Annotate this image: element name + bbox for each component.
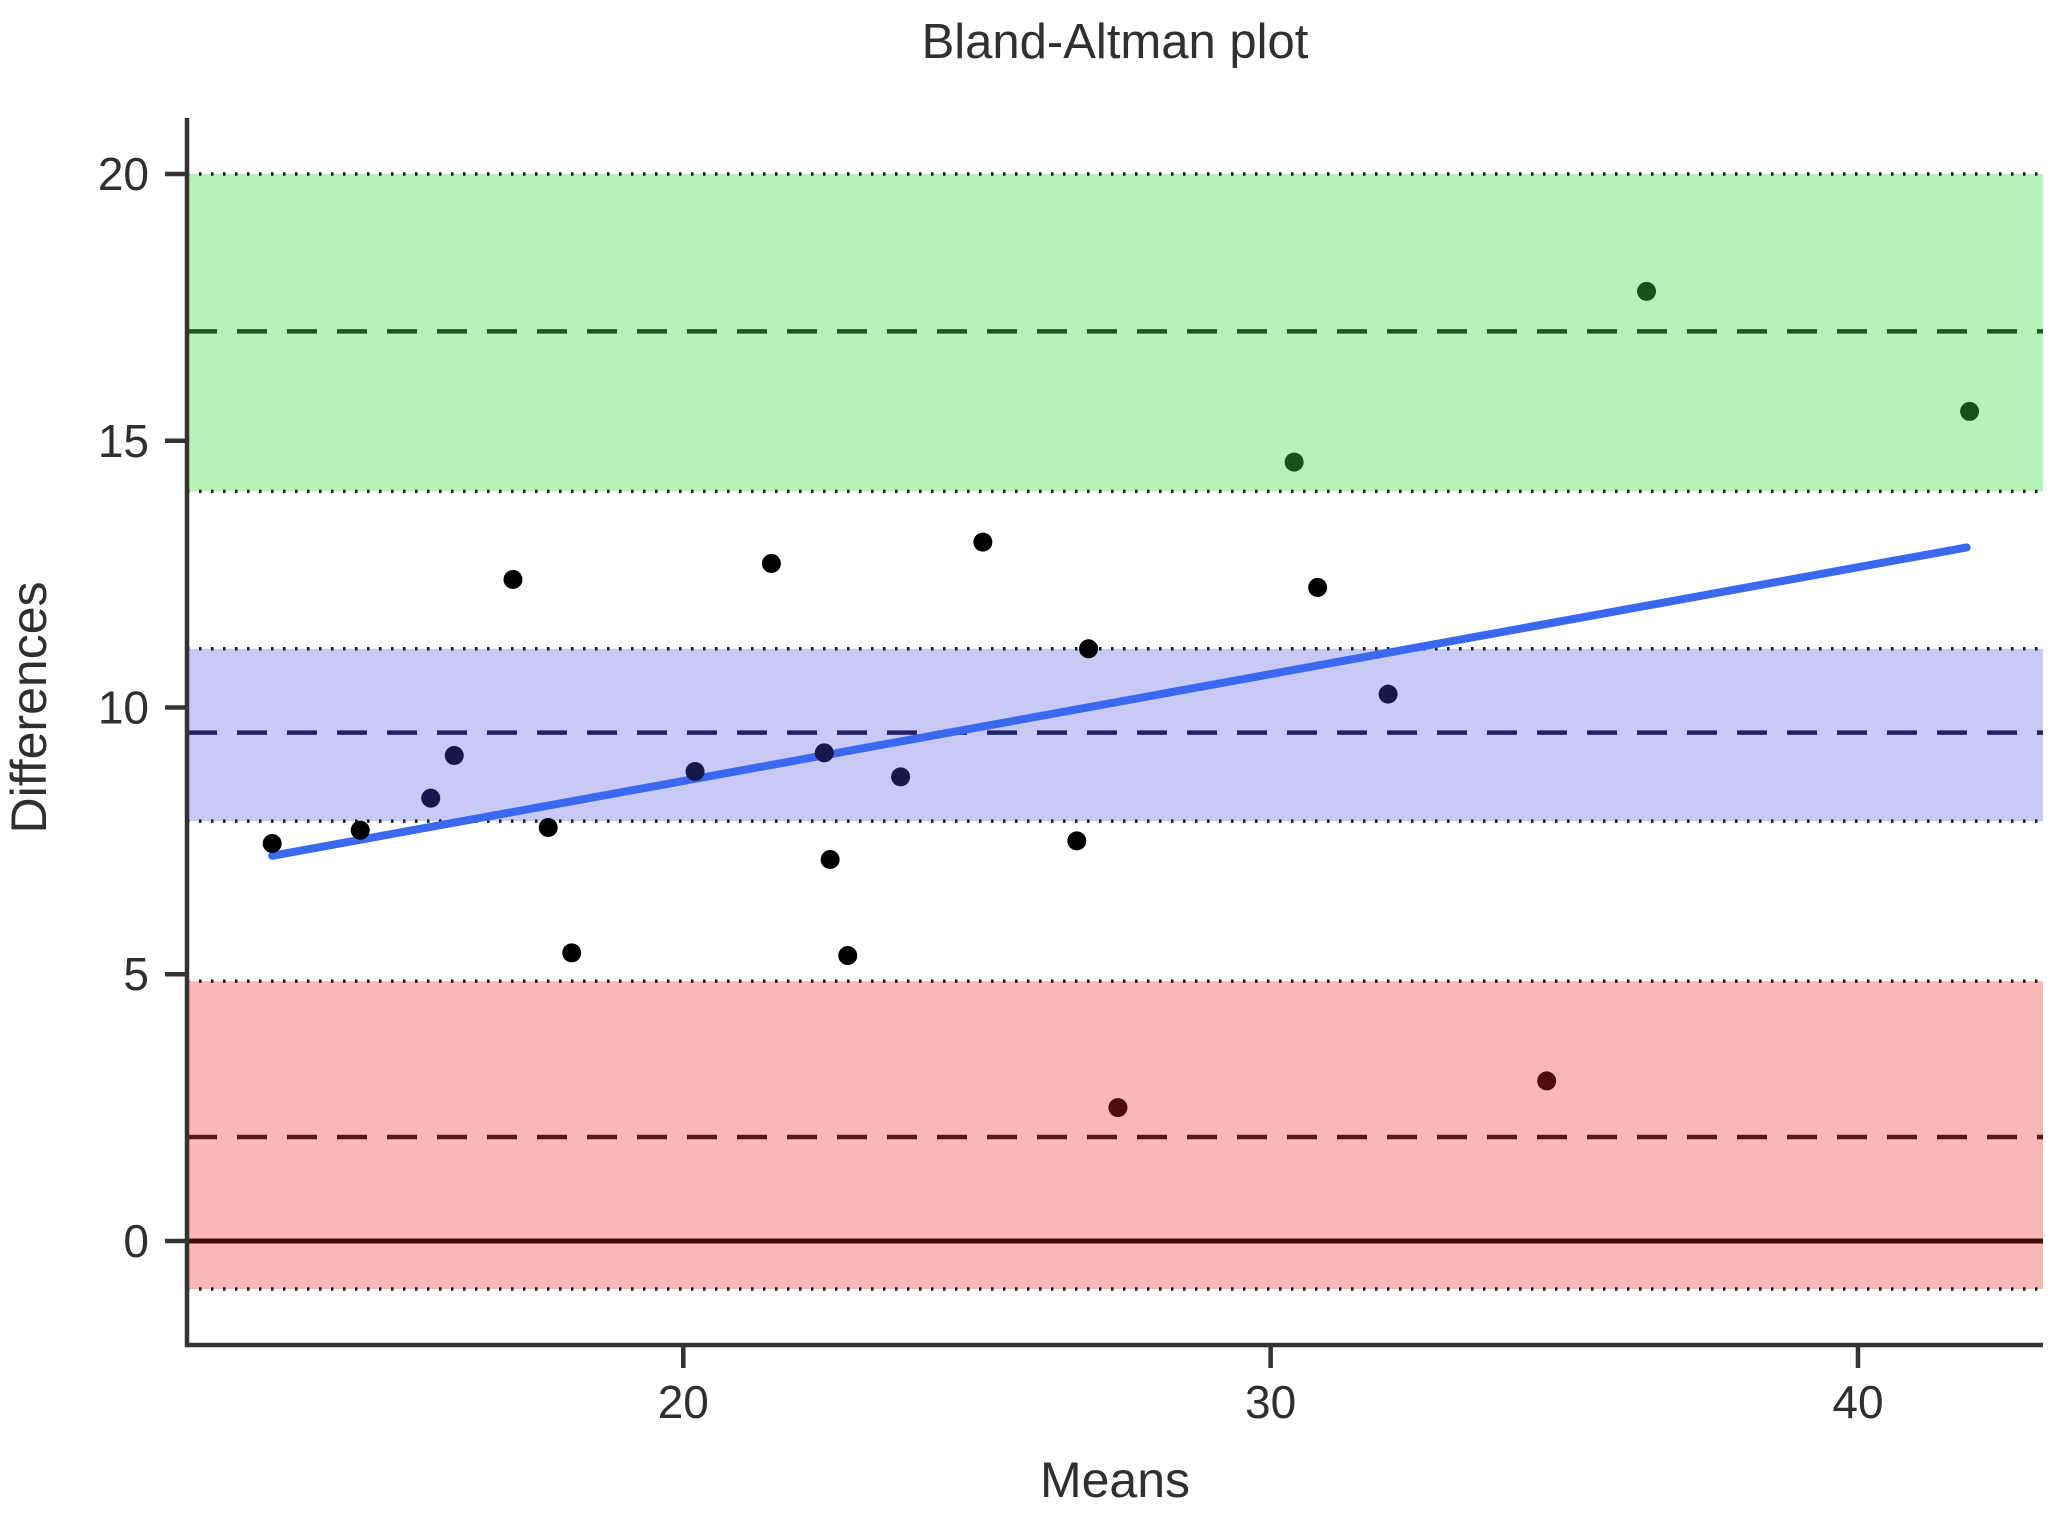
data-point [1378, 684, 1398, 704]
data-point [444, 746, 464, 766]
y-axis-tick-label: 10 [98, 681, 149, 733]
data-point [838, 946, 858, 966]
data-point [1284, 452, 1304, 472]
data-point [820, 850, 840, 870]
x-axis-tick-label: 30 [1245, 1376, 1296, 1428]
y-axis-tick-label: 0 [123, 1215, 149, 1267]
x-axis-tick-label: 20 [658, 1376, 709, 1428]
regression-line [268, 543, 1971, 860]
data-point [421, 788, 441, 808]
data-point [1108, 1098, 1128, 1118]
data-point [350, 820, 370, 840]
y-axis-tick-label: 20 [98, 148, 149, 200]
mean-ci-band [187, 648, 2043, 822]
data-point [761, 553, 781, 573]
data-point [973, 532, 993, 552]
data-point [503, 569, 523, 589]
y-axis-label: Differences [1, 582, 57, 834]
data-point [891, 767, 911, 787]
data-point [1637, 281, 1657, 301]
y-axis-tick-label: 15 [98, 415, 149, 467]
data-point [538, 818, 558, 838]
data-point [1067, 831, 1087, 851]
y-axis-tick-label: 5 [123, 948, 149, 1000]
data-point [1308, 577, 1328, 597]
data-point [1960, 401, 1980, 421]
data-point [814, 743, 834, 763]
chart-title: Bland-Altman plot [922, 15, 1309, 69]
data-point [685, 762, 705, 782]
data-point [562, 943, 582, 963]
x-axis-tick-label: 40 [1832, 1376, 1883, 1428]
x-axis-label: Means [1040, 1452, 1190, 1508]
data-point [262, 834, 282, 854]
data-point [1079, 639, 1099, 659]
data-point [1537, 1071, 1557, 1091]
